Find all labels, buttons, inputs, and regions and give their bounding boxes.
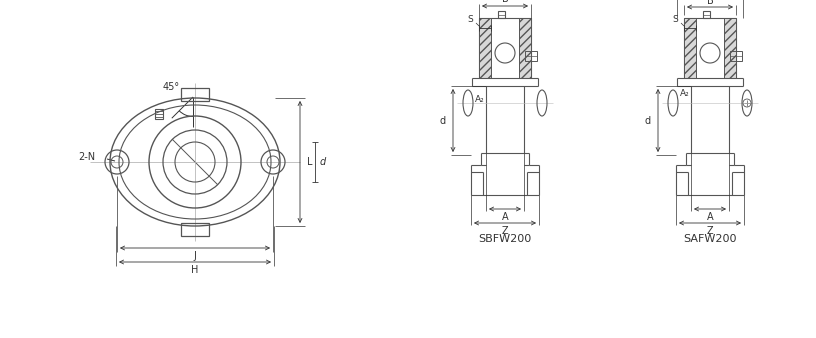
- Text: Z: Z: [502, 226, 508, 236]
- Text: A: A: [502, 212, 508, 222]
- Text: S: S: [672, 16, 678, 24]
- Text: Z: Z: [707, 226, 713, 236]
- Bar: [525, 51, 537, 61]
- Bar: [181, 223, 209, 236]
- Text: 2-N: 2-N: [78, 152, 95, 162]
- Bar: [703, 11, 710, 18]
- Bar: [181, 88, 209, 101]
- Text: S: S: [468, 16, 473, 24]
- Text: A₂: A₂: [475, 95, 485, 103]
- Text: 45°: 45°: [162, 82, 180, 92]
- Bar: [730, 51, 742, 61]
- Text: H: H: [191, 265, 198, 275]
- Text: J: J: [193, 251, 197, 261]
- Bar: [684, 18, 696, 78]
- Bar: [498, 11, 505, 18]
- Text: d: d: [645, 116, 651, 125]
- Text: SBFW200: SBFW200: [478, 234, 532, 244]
- Bar: [519, 18, 531, 78]
- Bar: [724, 18, 736, 78]
- Text: B: B: [707, 0, 713, 6]
- Text: SAFW200: SAFW200: [683, 234, 737, 244]
- Text: d: d: [320, 157, 326, 167]
- Text: B: B: [502, 0, 508, 4]
- Text: A: A: [707, 212, 713, 222]
- Text: d: d: [440, 116, 446, 125]
- Bar: [479, 18, 491, 78]
- Text: L: L: [308, 157, 313, 167]
- Text: A₂: A₂: [680, 90, 690, 98]
- Bar: [155, 109, 163, 119]
